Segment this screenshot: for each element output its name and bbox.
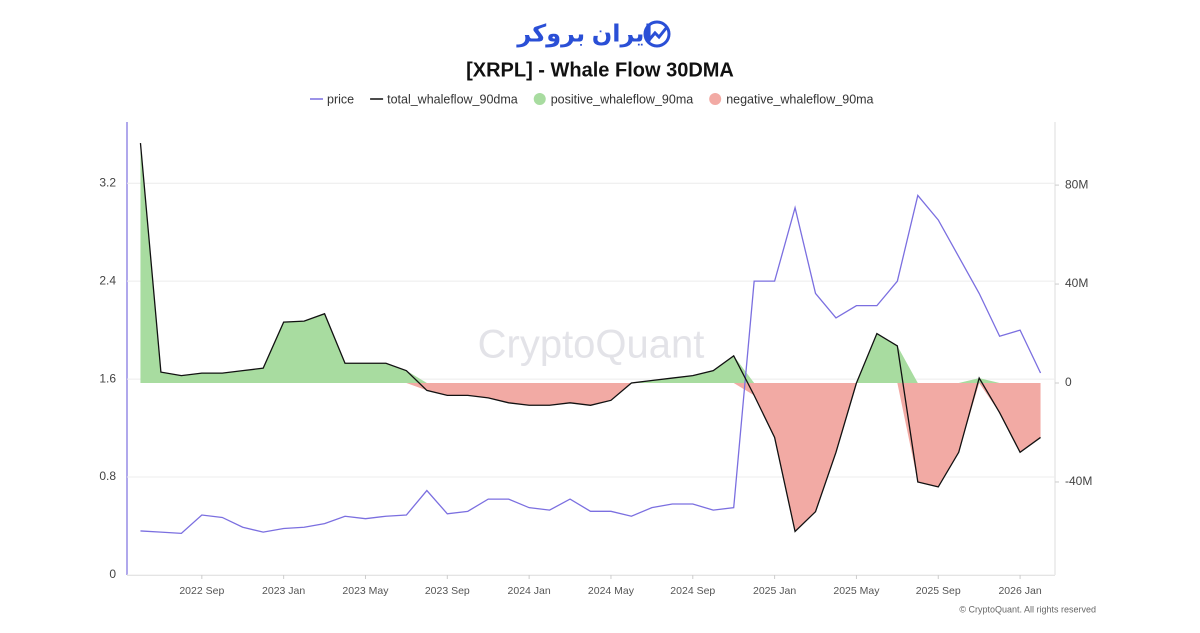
chart-title: [XRPL] - Whale Flow 30DMA (466, 59, 734, 81)
y-tick-label: 0.8 (99, 469, 116, 483)
x-tick-label: 2024 May (588, 585, 635, 597)
x-tick-label: 2023 Jan (262, 585, 305, 597)
y2-tick-label: 80M (1065, 177, 1088, 191)
y2-tick-label: -40M (1065, 474, 1092, 488)
x-tick-label: 2023 Sep (425, 585, 470, 597)
y-tick-label: 2.4 (99, 273, 116, 287)
x-tick-label: 2022 Sep (179, 585, 224, 597)
y2-tick-label: 40M (1065, 276, 1088, 290)
x-tick-label: 2026 Jan (998, 585, 1041, 597)
legend-label: total_whaleflow_90dma (387, 92, 518, 106)
legend-label: negative_whaleflow_90ma (726, 92, 873, 106)
x-tick-label: 2024 Sep (670, 585, 715, 597)
x-tick-label: 2024 Jan (508, 585, 551, 597)
legend: price total_whaleflow_90dma positive_whale… (310, 92, 874, 106)
line (139, 142, 1041, 533)
credit: © CryptoQuant. All rights reserved (959, 604, 1096, 614)
brand: ایران بروکر (516, 20, 652, 47)
x-tick-label: 2025 May (833, 585, 880, 597)
legend-marker (709, 93, 722, 105)
brand-logo (643, 20, 671, 48)
y2-tick-label: 0 (1065, 375, 1072, 389)
x-tick-label: 2025 Jan (753, 585, 796, 597)
y-tick-label: 1.6 (99, 371, 116, 385)
line (140, 194, 1042, 535)
x-tick-label: 2025 Sep (916, 585, 961, 597)
legend-label: positive_whaleflow_90ma (551, 92, 693, 106)
y-tick-label: 3.2 (99, 175, 116, 189)
x-tick-label: 2023 May (342, 585, 389, 597)
y-tick-label: 0 (109, 567, 116, 581)
watermark: CryptoQuant (478, 323, 705, 367)
area (140, 383, 1041, 532)
legend-marker (533, 93, 546, 105)
legend-label: price (327, 92, 354, 106)
